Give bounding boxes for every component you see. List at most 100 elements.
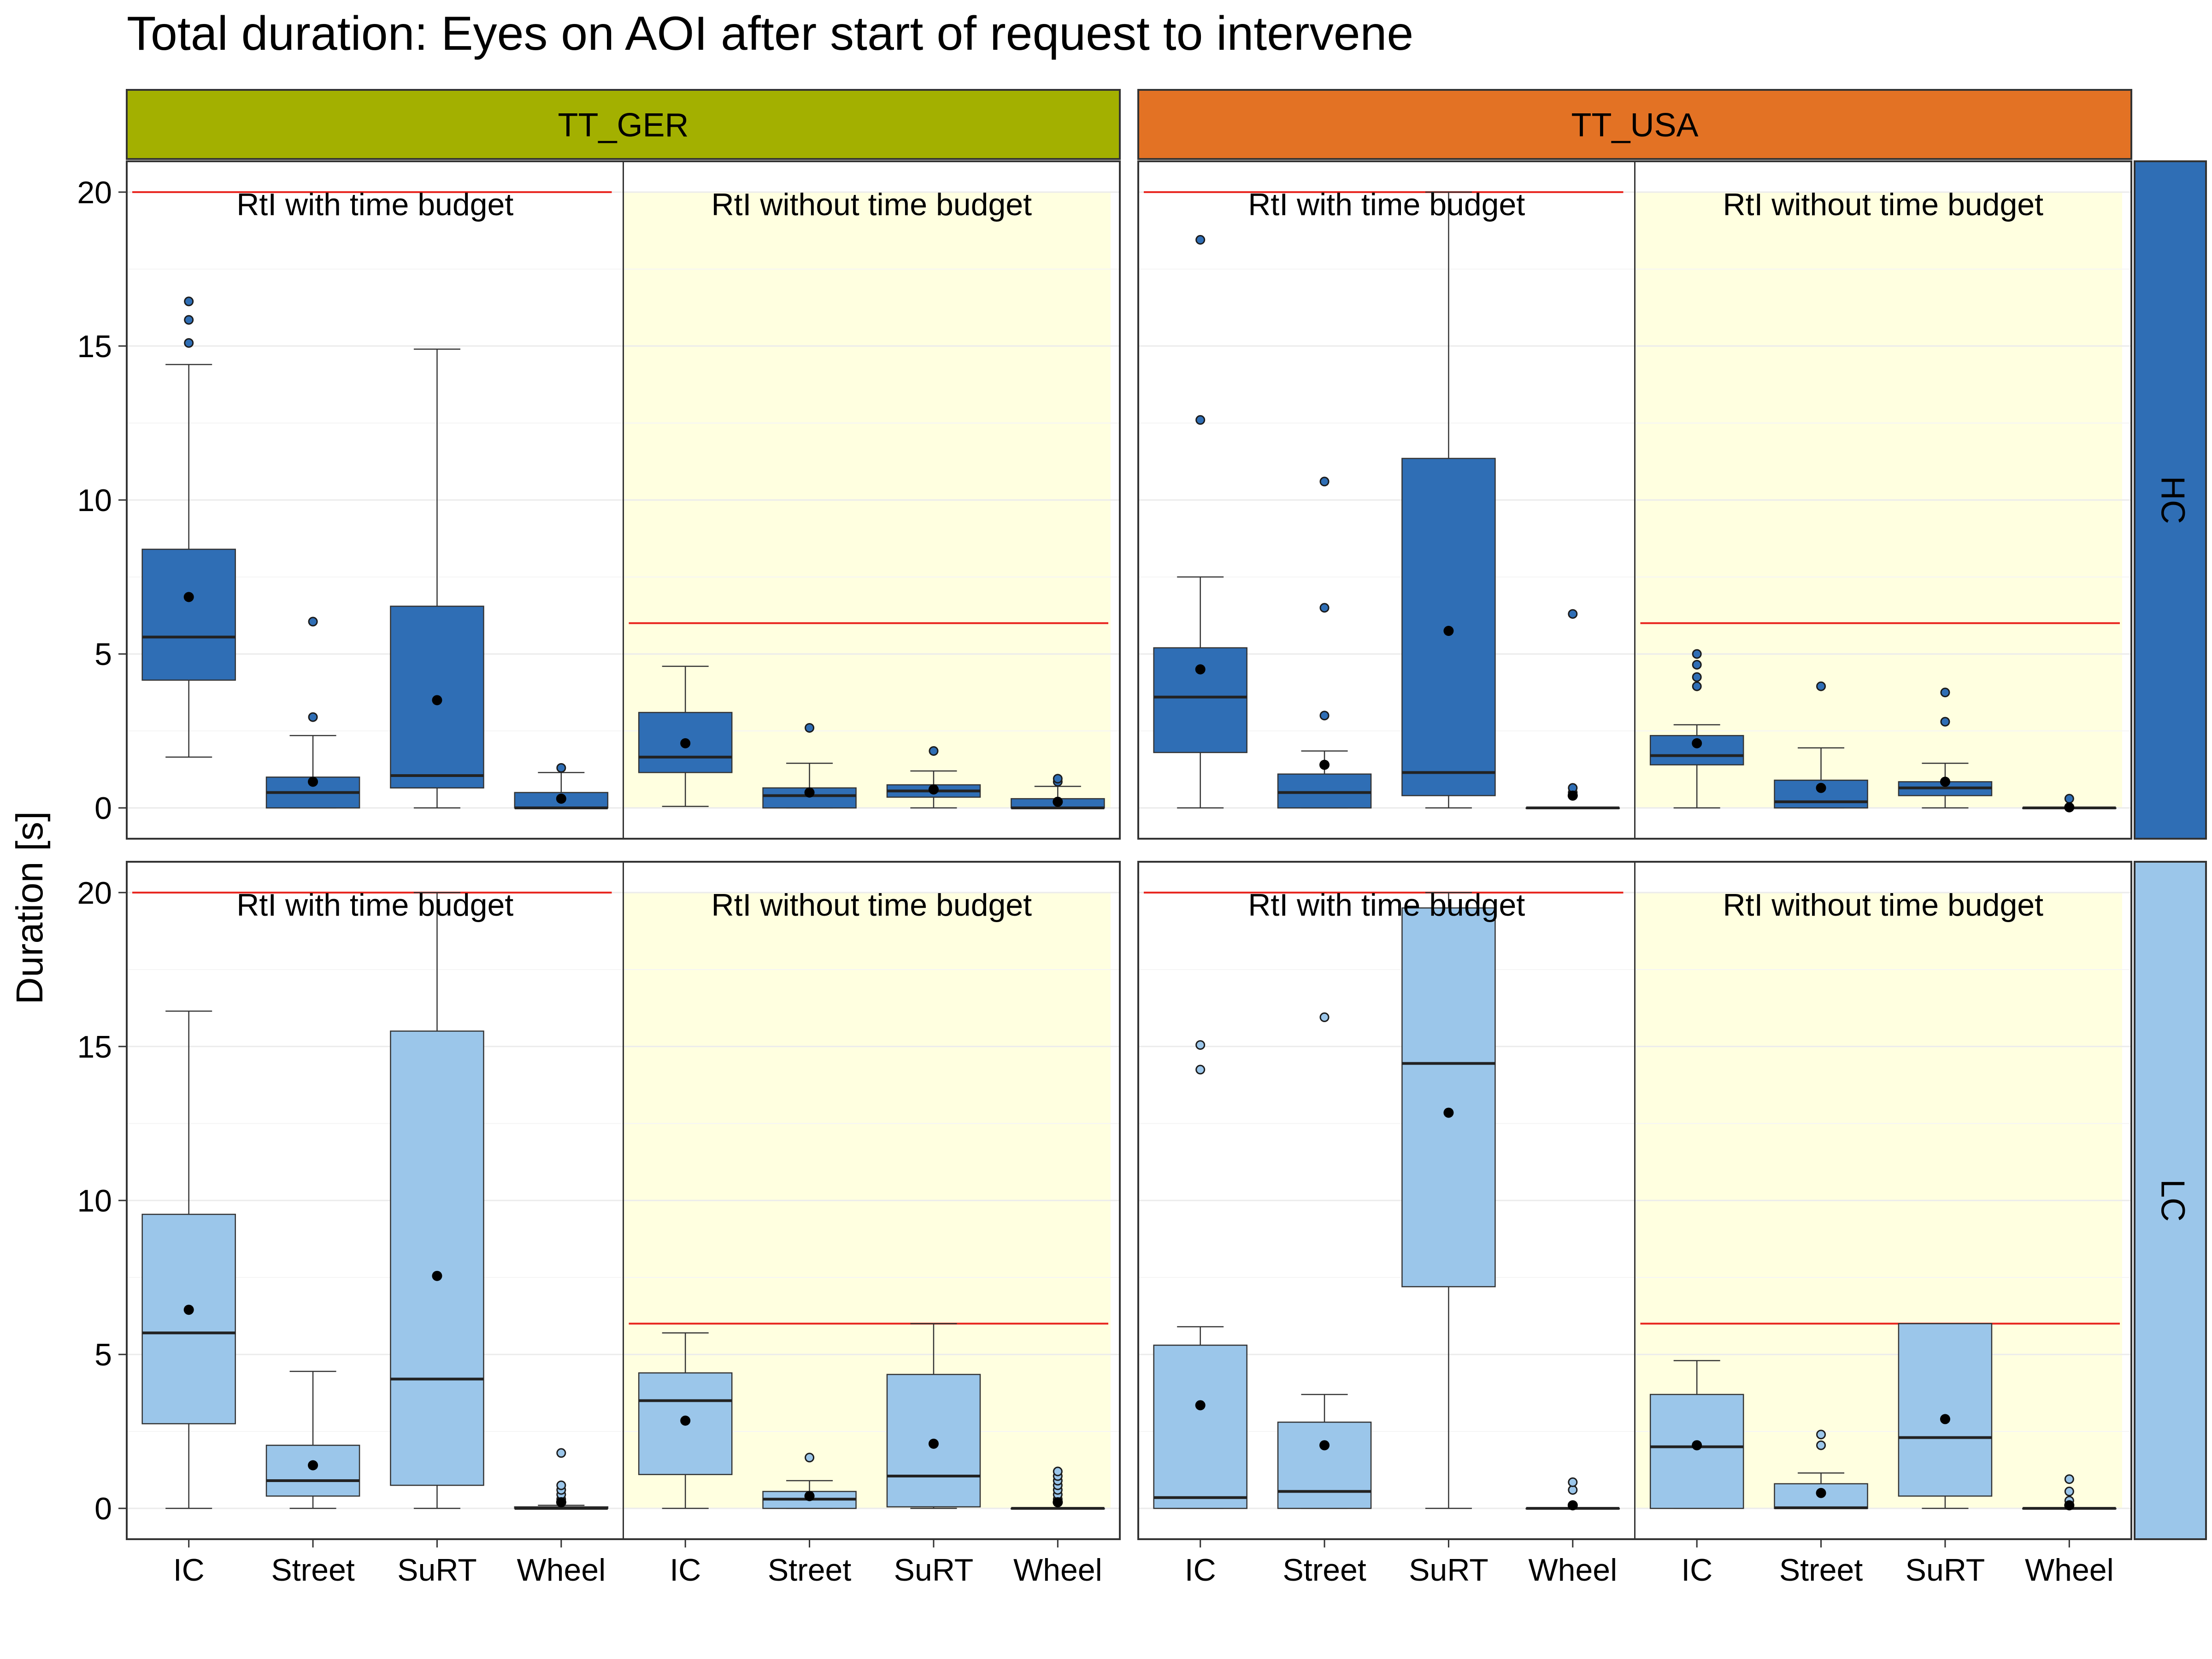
mean-point	[1443, 1107, 1454, 1118]
outlier-point	[556, 1448, 566, 1458]
panel-hc-tt-ger: RtI with time budget RtI without time bud…	[126, 160, 1121, 840]
condition-label: RtI without time budget	[712, 888, 1032, 923]
box-ic	[141, 1010, 236, 1509]
panel-border	[1137, 861, 2132, 1540]
y-axis-label: Duration [s]	[9, 811, 51, 1004]
mean-point	[2064, 802, 2075, 812]
box-surt	[1898, 1323, 1993, 1509]
outlier-point	[184, 315, 194, 325]
outlier-point	[1816, 681, 1826, 691]
x-tick-label: IC	[1185, 1553, 1216, 1588]
outlier-point	[2064, 1474, 2074, 1484]
outlier-point	[805, 1453, 815, 1463]
condition-label: RtI without time budget	[1723, 888, 2044, 923]
box-street	[762, 723, 857, 809]
mean-point	[1816, 782, 1826, 793]
box-body	[1277, 773, 1372, 809]
x-tick-label: Street	[1779, 1553, 1863, 1588]
mean-point	[680, 738, 691, 748]
y-tick-label: 5	[94, 1337, 112, 1372]
outlier-point	[1195, 235, 1206, 245]
mean-point	[432, 695, 442, 706]
mean-point	[1053, 1497, 1063, 1507]
mean-point	[556, 794, 566, 804]
box-surt	[886, 746, 981, 809]
x-tick-label: Wheel	[1013, 1553, 1102, 1588]
condition-label: RtI without time budget	[712, 187, 1032, 222]
x-tick-label: SuRT	[1906, 1553, 1985, 1588]
box-wheel	[514, 1448, 609, 1510]
outlier-point	[1692, 681, 1702, 691]
outlier-point	[556, 763, 566, 773]
outlier-point	[1195, 1065, 1206, 1075]
box-surt	[390, 892, 484, 1509]
box-body	[1649, 1394, 1744, 1509]
mean-point	[432, 1271, 442, 1281]
column-strip-tt-ger	[126, 89, 1121, 160]
outlier-point	[805, 723, 815, 733]
box-street	[1277, 477, 1372, 809]
mean-point	[1319, 1440, 1330, 1451]
y-tick-label: 10	[77, 483, 112, 518]
box-body	[141, 1213, 236, 1424]
outlier-point	[1319, 1012, 1330, 1022]
mean-point	[308, 1460, 318, 1471]
panel-lc-tt-usa: RtI with time budget RtI without time bud…	[1137, 861, 2132, 1540]
mean-point	[308, 777, 318, 787]
condition-label: RtI with time budget	[1248, 187, 1525, 222]
box-street	[265, 1371, 360, 1509]
x-tick-label: Street	[271, 1553, 355, 1588]
box-wheel	[514, 763, 609, 810]
outlier-point	[1319, 477, 1330, 487]
box-wheel	[1525, 609, 1620, 810]
x-tick-label: Street	[768, 1553, 852, 1588]
outlier-point	[1816, 1430, 1826, 1440]
box-street	[265, 617, 360, 809]
condition-label: RtI with time budget	[1248, 888, 1525, 923]
box-ic	[141, 296, 236, 758]
box-surt	[1401, 191, 1496, 809]
outlier-point	[1692, 659, 1702, 670]
mean-point	[556, 1497, 566, 1507]
box-surt	[390, 348, 484, 809]
box-ic	[1153, 235, 1247, 809]
x-tick-label: SuRT	[397, 1553, 477, 1588]
x-tick-label: Wheel	[1528, 1553, 1617, 1588]
outlier-point	[1940, 717, 1950, 727]
box-street	[1277, 1012, 1372, 1509]
outlier-point	[1568, 609, 1578, 619]
x-tick-label: Street	[1282, 1553, 1366, 1588]
column-strip-label: TT_USA	[1571, 107, 1698, 144]
outlier-point	[308, 617, 318, 627]
box-wheel	[1011, 1466, 1105, 1510]
box-body	[265, 1444, 360, 1497]
outlier-point	[556, 1480, 566, 1490]
y-tick-label: 15	[77, 1030, 112, 1065]
y-tick-label: 0	[94, 791, 112, 826]
box-ic	[1153, 1040, 1247, 1509]
outlier-point	[184, 296, 194, 306]
outlier-point	[1053, 774, 1063, 784]
panel-hc-tt-usa: RtI with time budget RtI without time bud…	[1137, 160, 2132, 840]
mean-point	[1053, 796, 1063, 807]
box-street	[1774, 681, 1868, 809]
outlier-point	[184, 338, 194, 348]
y-tick-label: 5	[94, 637, 112, 672]
column-strip-label: TT_GER	[558, 107, 688, 144]
box-body	[141, 548, 236, 681]
x-tick-label: Wheel	[517, 1553, 606, 1588]
y-tick-label: 20	[77, 175, 112, 210]
mean-point	[183, 592, 194, 602]
mean-point	[804, 787, 815, 798]
mean-point	[1692, 1440, 1702, 1451]
box-wheel	[1525, 1477, 1620, 1511]
outlier-point	[1568, 1477, 1578, 1487]
y-tick-label: 20	[77, 876, 112, 911]
x-tick-label: Wheel	[2025, 1553, 2114, 1588]
mean-point	[804, 1491, 815, 1501]
axes-layer: 0 5 10 15 20 0 5 10 15 20 IC Street SuRT Wheel IC Stree…	[77, 175, 2113, 1588]
mean-point	[2064, 1500, 2075, 1511]
row-strip-hc	[2134, 160, 2207, 840]
chart-title: Total duration: Eyes on AOI after start …	[127, 7, 1413, 60]
box-wheel	[2022, 1474, 2117, 1511]
